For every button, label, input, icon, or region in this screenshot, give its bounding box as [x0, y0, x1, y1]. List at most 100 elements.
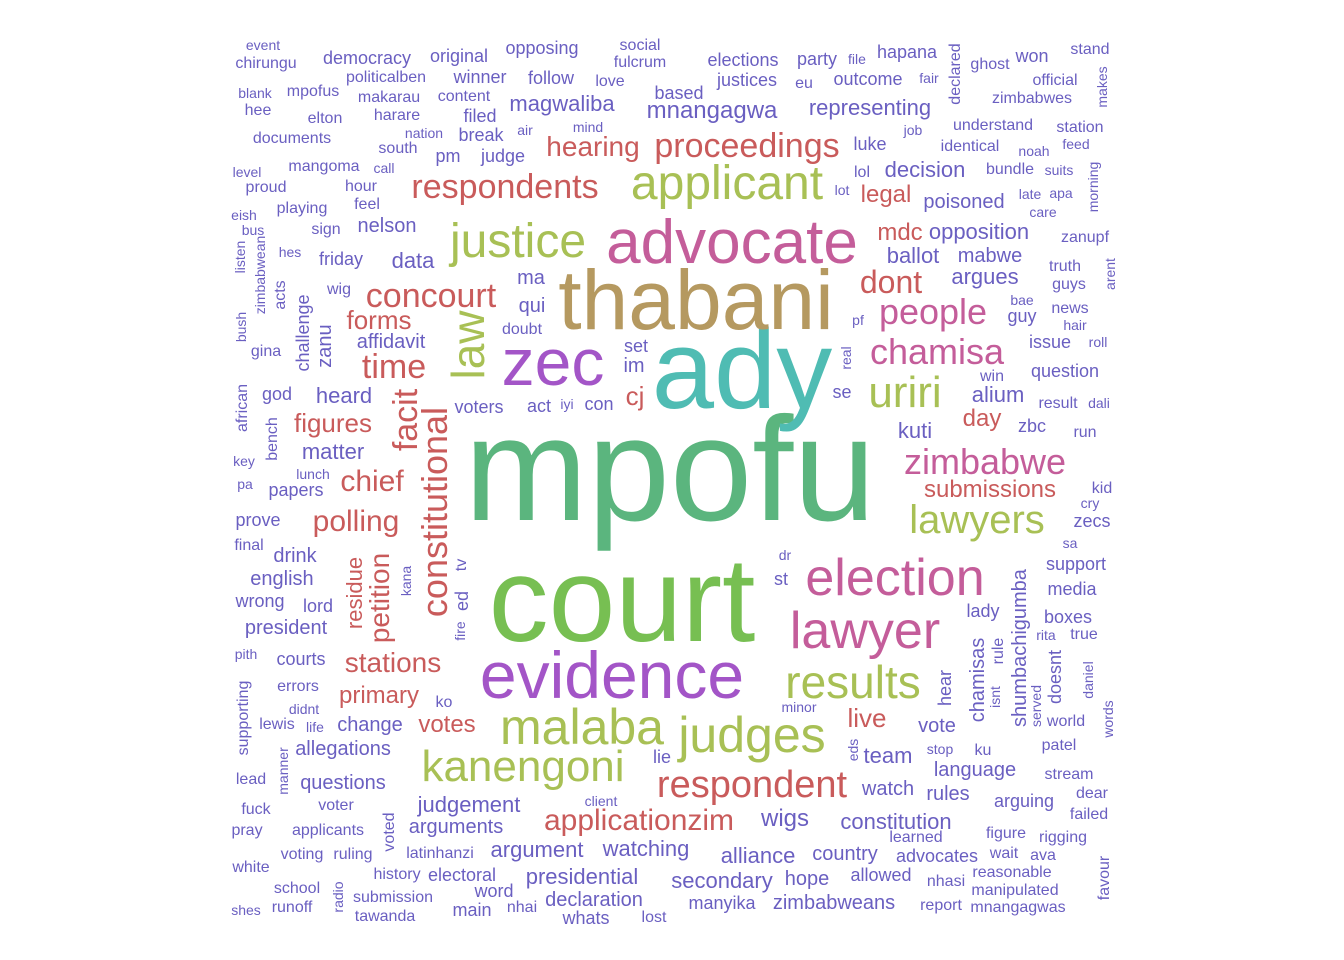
word-zec: zec — [501, 325, 605, 399]
word-hee: hee — [244, 102, 272, 119]
word-eu: eu — [795, 75, 813, 92]
word-lost: lost — [641, 909, 667, 926]
word-true: true — [1070, 626, 1098, 643]
word-rigging: rigging — [1038, 829, 1088, 846]
word-chamisa: chamisa — [869, 331, 1005, 372]
word-bench: bench — [264, 417, 281, 461]
word-thabani: thabani — [558, 253, 834, 347]
word-lie: lie — [652, 747, 672, 767]
word-mnangagwas: mnangagwas — [970, 899, 1066, 916]
word-matter: matter — [301, 439, 365, 464]
word-voting: voting — [280, 846, 324, 863]
word-run: run — [1073, 424, 1097, 441]
word-proceedings: proceedings — [654, 127, 840, 165]
word-nation: nation — [404, 125, 444, 141]
word-job: job — [903, 122, 923, 138]
word-lol: lol — [853, 164, 871, 181]
word-playing: playing — [276, 200, 328, 217]
word-stations: stations — [344, 647, 442, 678]
word-elections: elections — [707, 50, 779, 70]
word-suits: suits — [1044, 162, 1074, 178]
word-lawyers: lawyers — [909, 498, 1045, 542]
word-applicants: applicants — [291, 822, 365, 839]
word-respondent: respondent — [656, 764, 848, 806]
word-ghost: ghost — [970, 56, 1010, 73]
word-time: time — [361, 348, 427, 386]
word-votes: votes — [418, 711, 476, 738]
word-original: original — [429, 46, 489, 66]
word-school: school — [273, 880, 321, 897]
word-lunch: lunch — [296, 466, 330, 482]
word-served: served — [1028, 684, 1044, 728]
word-applicationzim: applicationzim — [543, 804, 735, 837]
word-love: love — [595, 73, 625, 90]
word-data: data — [391, 248, 435, 273]
word-lawyer: lawyer — [789, 602, 941, 660]
word-judgement: judgement — [417, 792, 521, 817]
word-legal: legal — [860, 181, 912, 208]
word-listen: listen — [232, 240, 248, 274]
word-dear: dear — [1075, 785, 1109, 802]
word-cry: cry — [1080, 495, 1100, 511]
word-guys: guys — [1052, 276, 1086, 293]
word-media: media — [1047, 579, 1097, 599]
word-party: party — [796, 49, 838, 69]
word-decision: decision — [884, 157, 966, 182]
word-tawanda: tawanda — [354, 908, 416, 925]
word-nhasi: nhasi — [926, 873, 966, 890]
word-nelson: nelson — [357, 215, 417, 237]
word-applicant: applicant — [630, 157, 824, 210]
word-words: words — [1100, 700, 1116, 738]
word-break: break — [458, 125, 504, 145]
word-mpofu: mpofu — [464, 387, 876, 552]
word-bush: bush — [233, 311, 249, 343]
word-figures: figures — [293, 408, 373, 438]
word-lead: lead — [235, 771, 267, 788]
word-word: word — [474, 881, 514, 901]
word-rules: rules — [926, 783, 970, 805]
word-mabwe: mabwe — [957, 245, 1023, 267]
word-final: final — [234, 537, 264, 554]
word-zanu: zanu — [314, 324, 336, 368]
word-hapana: hapana — [876, 42, 938, 62]
word-level: level — [232, 164, 262, 180]
word-identical: identical — [940, 138, 1000, 155]
word-manyika: manyika — [688, 893, 756, 913]
word-justice: justice — [449, 215, 587, 268]
word-makes: makes — [1094, 66, 1110, 108]
word-politicalben: politicalben — [345, 69, 427, 86]
word-dr: dr — [778, 547, 792, 563]
word-zimbabwes: zimbabwes — [991, 90, 1073, 107]
word-chamisas: chamisas — [967, 637, 989, 723]
word-submissions: submissions — [923, 476, 1057, 503]
word-live: live — [847, 703, 887, 733]
word-fire: fire — [452, 621, 468, 641]
word-allowed: allowed — [850, 865, 912, 885]
word-friday: friday — [318, 249, 364, 269]
word-kid: kid — [1091, 480, 1113, 497]
word-residue: residue — [342, 556, 367, 630]
word-roll: roll — [1088, 334, 1108, 350]
word-zbc: zbc — [1017, 416, 1047, 436]
word-proud: proud — [245, 179, 287, 196]
word-noah: noah — [1018, 143, 1050, 159]
word-runoff: runoff — [271, 899, 313, 916]
word-justices: justices — [716, 70, 778, 90]
word-hour: hour — [344, 178, 378, 195]
word-god: god — [261, 384, 293, 404]
word-country: country — [812, 843, 878, 865]
word-figure: figure — [985, 825, 1027, 842]
word-primary: primary — [338, 682, 420, 709]
word-opposing: opposing — [505, 38, 579, 58]
word-mpofus: mpofus — [286, 83, 340, 100]
word-fair: fair — [919, 70, 939, 86]
word-sign: sign — [311, 221, 341, 238]
word-world: world — [1046, 713, 1086, 730]
word-arguing: arguing — [993, 791, 1055, 811]
word-chirungu: chirungu — [235, 55, 297, 72]
word-african: african — [234, 383, 251, 433]
word-stream: stream — [1044, 766, 1094, 783]
word-cj: cj — [625, 381, 645, 411]
word-team: team — [863, 743, 913, 768]
word-watch: watch — [861, 778, 915, 800]
